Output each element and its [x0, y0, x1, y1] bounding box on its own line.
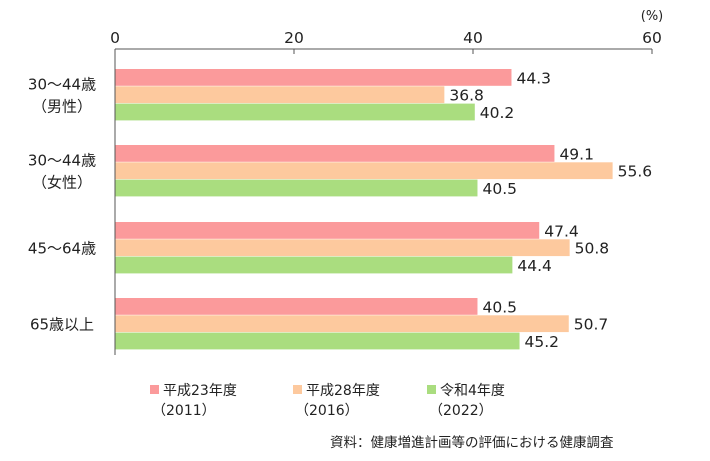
category-label-0-1: （男性） [32, 98, 92, 116]
value-label-2-2: 44.4 [517, 257, 552, 275]
legend-year-2011: （2011） [152, 403, 216, 419]
value-label-1-1: 55.6 [618, 163, 653, 181]
category-label-2-0: 45～64歳 [28, 240, 96, 258]
value-label-3-1: 50.7 [574, 316, 609, 334]
value-label-1-0: 49.1 [559, 145, 594, 163]
bar-2-2 [115, 256, 513, 274]
value-label-0-0: 44.3 [516, 69, 551, 87]
legend-label-2016: 平成28年度 [306, 383, 380, 399]
bar-3-0 [115, 298, 478, 315]
value-label-1-2: 40.5 [482, 180, 517, 198]
value-label-0-2: 40.2 [480, 104, 515, 122]
bar-3-1 [115, 315, 569, 333]
bar-1-0 [115, 145, 555, 162]
legend: 平成23年度 （2011） 平成28年度 （2016） 令和4年度 （2022） [0, 381, 710, 425]
source-note: 資料：健康増進計画等の評価における健康調査 [330, 435, 614, 451]
legend-swatch-2011 [150, 385, 159, 394]
legend-label-2022: 令和4年度 [440, 383, 505, 399]
value-label-3-0: 40.5 [482, 298, 517, 316]
category-label-1-1: （女性） [32, 174, 92, 192]
bar-1-2 [115, 179, 478, 197]
x-tick-label-60: 60 [642, 29, 662, 47]
value-label-2-0: 47.4 [544, 222, 579, 240]
axis-layer [114, 48, 653, 355]
unit-label: (%) [641, 9, 664, 24]
category-label-0-0: 30～44歳 [28, 76, 96, 94]
bar-1-1 [115, 162, 613, 180]
value-label-3-2: 45.2 [525, 333, 560, 351]
bar-0-2 [115, 103, 475, 121]
legend-label-2011: 平成23年度 [163, 383, 237, 399]
x-tick-label-40: 40 [463, 29, 483, 47]
legend-year-2022: （2022） [429, 403, 493, 419]
bar-2-1 [115, 239, 570, 257]
bar-3-2 [115, 332, 520, 350]
x-tick-label-0: 0 [110, 29, 120, 47]
value-label-0-1: 36.8 [449, 87, 484, 105]
bar-2-0 [115, 222, 540, 239]
bars-layer [115, 69, 613, 350]
legend-item-2011: 平成23年度 （2011） [150, 381, 237, 421]
value-label-2-1: 50.8 [575, 240, 610, 258]
legend-item-2022: 令和4年度 （2022） [427, 381, 505, 421]
category-label-1-0: 30～44歳 [28, 152, 96, 170]
bar-0-1 [115, 86, 445, 104]
legend-swatch-2022 [427, 385, 436, 394]
legend-year-2016: （2016） [295, 403, 359, 419]
labels-layer: 44.3 36.840.2 30～44歳 （男性） 49.1 55.6 40.5 30～44歳… [28, 9, 663, 351]
legend-item-2016: 平成28年度 （2016） [293, 381, 380, 421]
bar-0-0 [115, 69, 512, 86]
x-tick-label-20: 20 [284, 29, 304, 47]
category-label-3-0: 65歳以上 [30, 316, 94, 334]
legend-swatch-2016 [293, 385, 302, 394]
